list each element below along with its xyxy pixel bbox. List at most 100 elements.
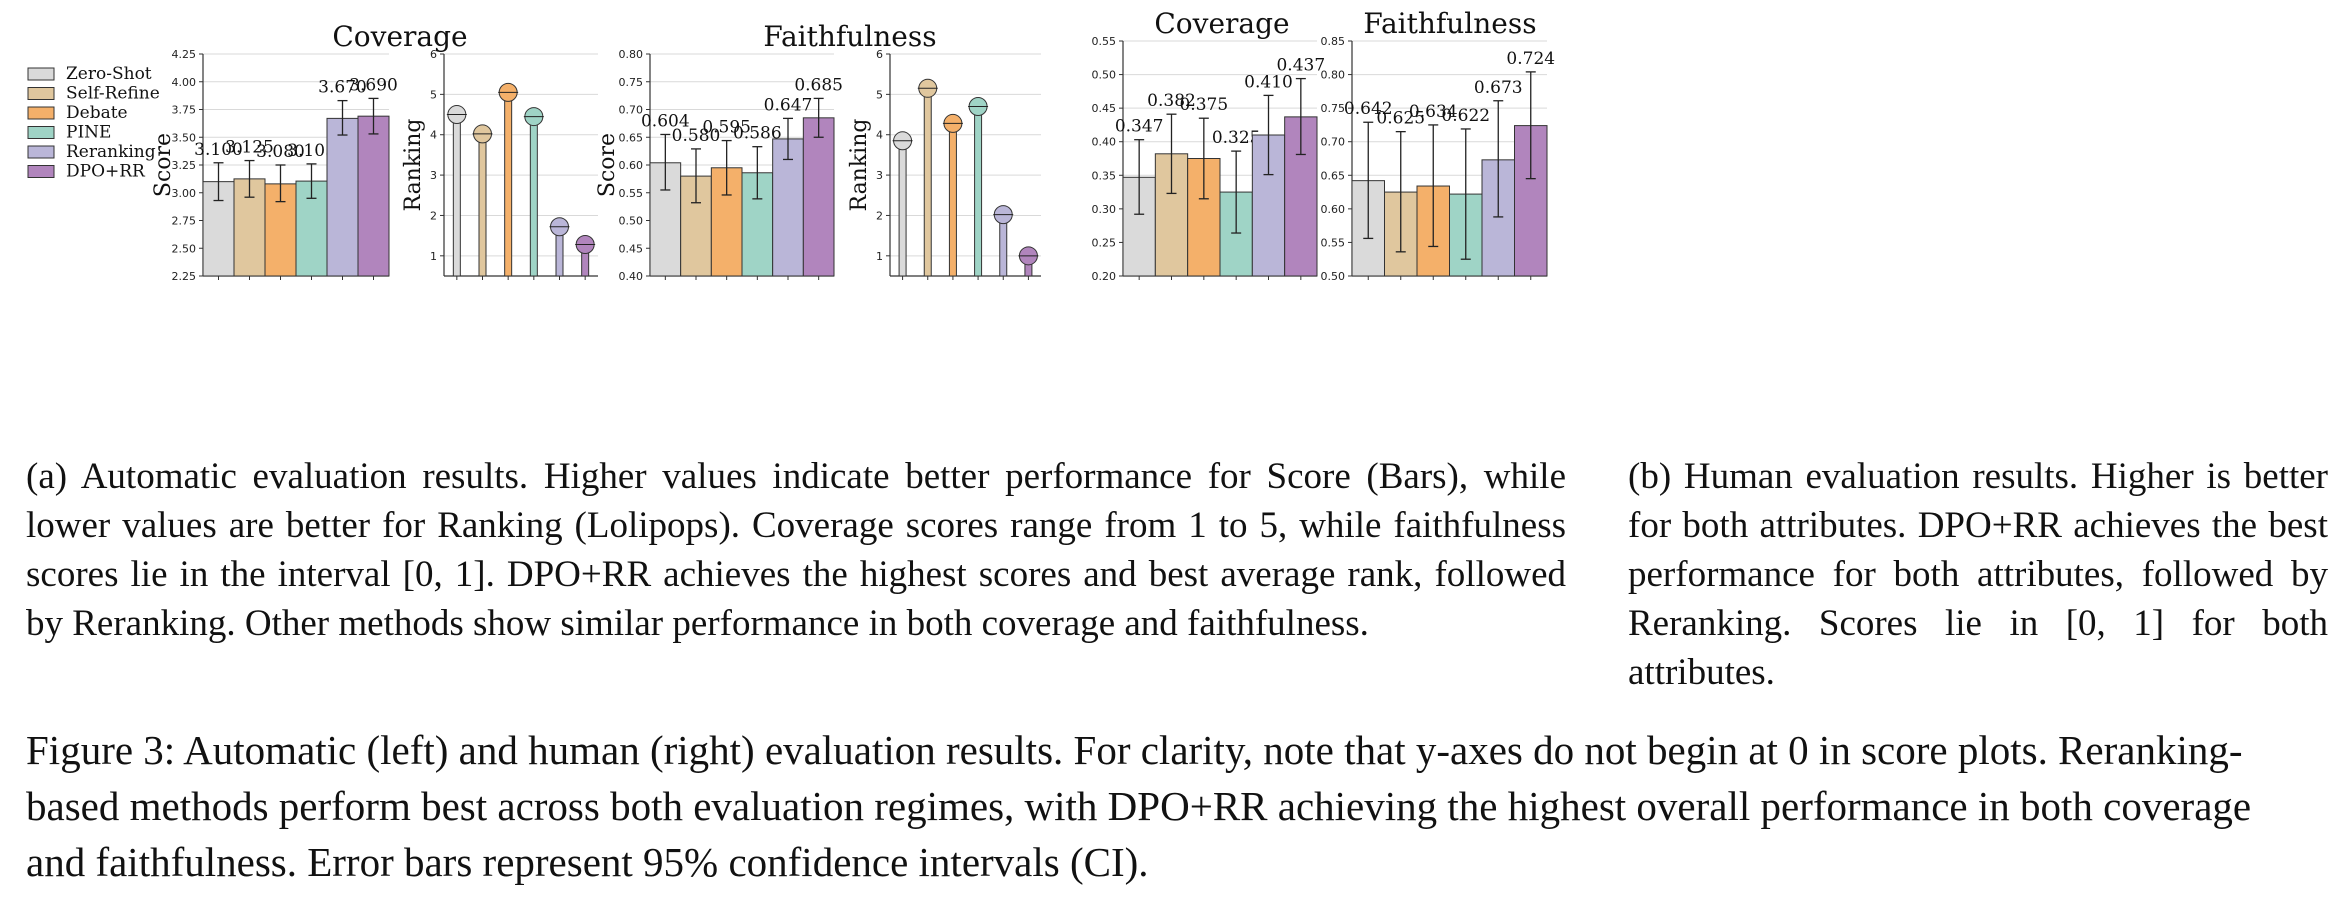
data-label-dpo-rr: 0.437 [1276, 56, 1325, 76]
y-tick-label: 0.35 [1092, 169, 1117, 182]
data-label-pine: 0.622 [1441, 106, 1490, 126]
legend-label-self-refine: Self-Refine [66, 84, 160, 104]
legend-label-debate: Debate [66, 103, 128, 123]
y-tick-label: 0.80 [1321, 69, 1346, 82]
lollipop-stem-zero-shot [898, 140, 907, 277]
bar-dpo-rr [357, 115, 390, 277]
y-tick-label: 0.40 [619, 270, 644, 283]
y-tick-label: 0.85 [1321, 35, 1346, 48]
data-label-pine: 0.325 [1212, 128, 1261, 148]
y-tick-label: 2.25 [172, 270, 197, 283]
data-label-zero-shot: 0.604 [641, 111, 690, 131]
bar-dpo-rr [802, 117, 835, 277]
y-tick-label: 0.65 [1321, 169, 1346, 182]
figure-caption: Figure 3: Automatic (left) and human (ri… [26, 727, 2252, 885]
y-tick-label: 2 [876, 209, 883, 222]
legend-label-reranking: Reranking [66, 142, 156, 162]
human-faithfulness-plot: 0.50 0.55 0.60 0.65 0.70 0.75 0.80 0.85 Faithful… [1321, 7, 1556, 283]
legend-swatch-zero-shot [27, 67, 55, 81]
data-label-reranking: 0.410 [1244, 72, 1293, 92]
y-tick-label: 0.60 [1321, 203, 1346, 216]
data-label-self-refine: 3.125 [225, 138, 274, 158]
data-label-reranking: 0.673 [1474, 78, 1523, 98]
y-tick-label: 3.25 [172, 159, 197, 172]
auto-faithfulness-ranking-plot: 1 2 3 4 5 6 Ranking [847, 48, 1041, 280]
y-tick-label: 0.40 [1092, 136, 1117, 149]
data-label-reranking: 0.647 [764, 95, 813, 115]
legend-swatch-reranking [27, 145, 55, 159]
auto-coverage-score-plot: 2.25 2.50 2.75 3.00 3.25 3.50 3.75 4.00 4.25 Cove… [151, 20, 468, 283]
data-label-pine: 0.586 [733, 124, 782, 144]
y-axis-label: Score [151, 133, 176, 197]
data-label-debate: 0.595 [702, 118, 751, 138]
y-tick-label: 1 [430, 250, 437, 263]
y-tick-label: 2 [430, 209, 437, 222]
y-axis-label: Ranking [401, 119, 426, 212]
y-tick-label: 0.75 [1321, 102, 1346, 115]
figure-canvas: Zero-ShotSelf-RefineDebatePINERerankingD… [27, 7, 1556, 283]
y-tick-label: 5 [876, 88, 883, 101]
plot-title: Faithfulness [1363, 7, 1536, 40]
lollipop-stem-pine [974, 105, 983, 277]
y-tick-label: 4.00 [172, 76, 197, 89]
y-tick-label: 0.50 [1092, 69, 1117, 82]
y-tick-label: 3.00 [172, 187, 197, 200]
y-tick-label: 0.25 [1092, 236, 1117, 249]
y-tick-label: 0.45 [1092, 102, 1117, 115]
y-tick-label: 0.45 [619, 242, 644, 255]
lollipop-stem-debate [504, 91, 513, 277]
y-tick-label: 0.20 [1092, 270, 1117, 283]
y-tick-label: 1 [876, 250, 883, 263]
legend-swatch-debate [27, 106, 55, 120]
data-label-dpo-rr: 0.724 [1506, 49, 1555, 69]
y-tick-label: 0.55 [1092, 35, 1117, 48]
y-tick-label: 3.50 [172, 131, 197, 144]
legend-label-dpo-rr: DPO+RR [66, 162, 146, 182]
data-label-debate: 3.080 [256, 142, 305, 162]
lollipop-stem-self-refine [923, 87, 932, 277]
y-tick-label: 2.75 [172, 215, 197, 228]
lollipop-stem-zero-shot [452, 114, 461, 277]
legend-swatch-pine [27, 126, 55, 139]
legend: Zero-ShotSelf-RefineDebatePINERerankingD… [27, 64, 160, 182]
lollipop-stem-debate [948, 122, 957, 277]
y-tick-label: 0.55 [1321, 236, 1346, 249]
legend-swatch-self-refine [27, 87, 55, 100]
plot-title: Coverage [1154, 7, 1289, 40]
data-label-zero-shot: 0.642 [1344, 99, 1393, 119]
y-tick-label: 2.50 [172, 242, 197, 255]
caption-b: (b) Human evaluation results. Higher is … [1628, 456, 2328, 693]
legend-label-pine: PINE [66, 123, 111, 143]
plot-title: Coverage [332, 20, 467, 53]
lollipop-stem-pine [529, 116, 538, 277]
lollipop-stem-self-refine [478, 133, 487, 277]
y-tick-label: 0.50 [1321, 270, 1346, 283]
plot-title: Faithfulness [763, 20, 936, 53]
data-label-zero-shot: 0.347 [1115, 117, 1164, 137]
data-label-debate: 0.375 [1179, 95, 1228, 115]
y-tick-label: 4 [430, 129, 437, 142]
y-tick-label: 0.30 [1092, 203, 1117, 216]
y-tick-label: 3 [876, 169, 883, 182]
data-label-pine: 3.105 [287, 141, 336, 161]
auto-coverage-ranking-plot: 1 2 3 4 5 6 Ranking [401, 48, 598, 280]
legend-label-zero-shot: Zero-Shot [66, 64, 152, 84]
y-tick-label: 6 [430, 48, 437, 61]
data-label-self-refine: 0.625 [1376, 109, 1425, 129]
y-tick-label: 6 [876, 48, 883, 61]
y-tick-label: 0.70 [619, 104, 644, 117]
y-tick-label: 3 [430, 169, 437, 182]
bar-self-refine [1154, 153, 1189, 277]
y-tick-label: 3.75 [172, 104, 197, 117]
y-tick-label: 0.65 [619, 131, 644, 144]
y-tick-label: 5 [430, 88, 437, 101]
auto-faithfulness-score-plot: 0.40 0.45 0.50 0.55 0.60 0.65 0.70 0.75 0.80 Fait… [595, 20, 937, 283]
data-label-debate: 0.634 [1409, 102, 1458, 122]
data-label-reranking: 3.670 [318, 78, 367, 98]
y-axis-label: Score [595, 133, 620, 197]
y-tick-label: 0.70 [1321, 136, 1346, 149]
legend-swatch-dpo-rr [27, 165, 55, 178]
data-label-self-refine: 0.580 [672, 126, 721, 146]
y-tick-label: 0.55 [619, 187, 644, 200]
y-tick-label: 4 [876, 129, 883, 142]
